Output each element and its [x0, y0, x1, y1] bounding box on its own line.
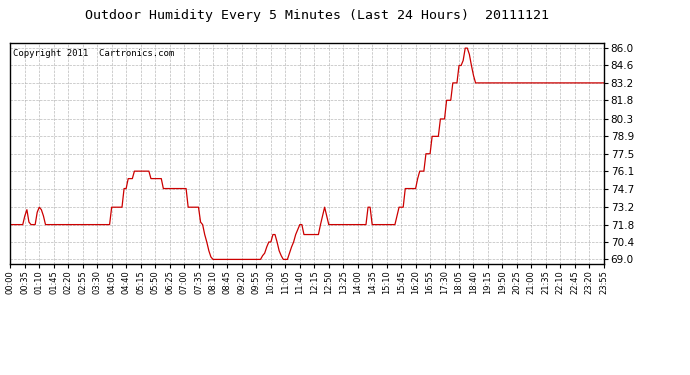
Text: Outdoor Humidity Every 5 Minutes (Last 24 Hours)  20111121: Outdoor Humidity Every 5 Minutes (Last 2…: [86, 9, 549, 22]
Text: Copyright 2011  Cartronics.com: Copyright 2011 Cartronics.com: [13, 49, 175, 58]
